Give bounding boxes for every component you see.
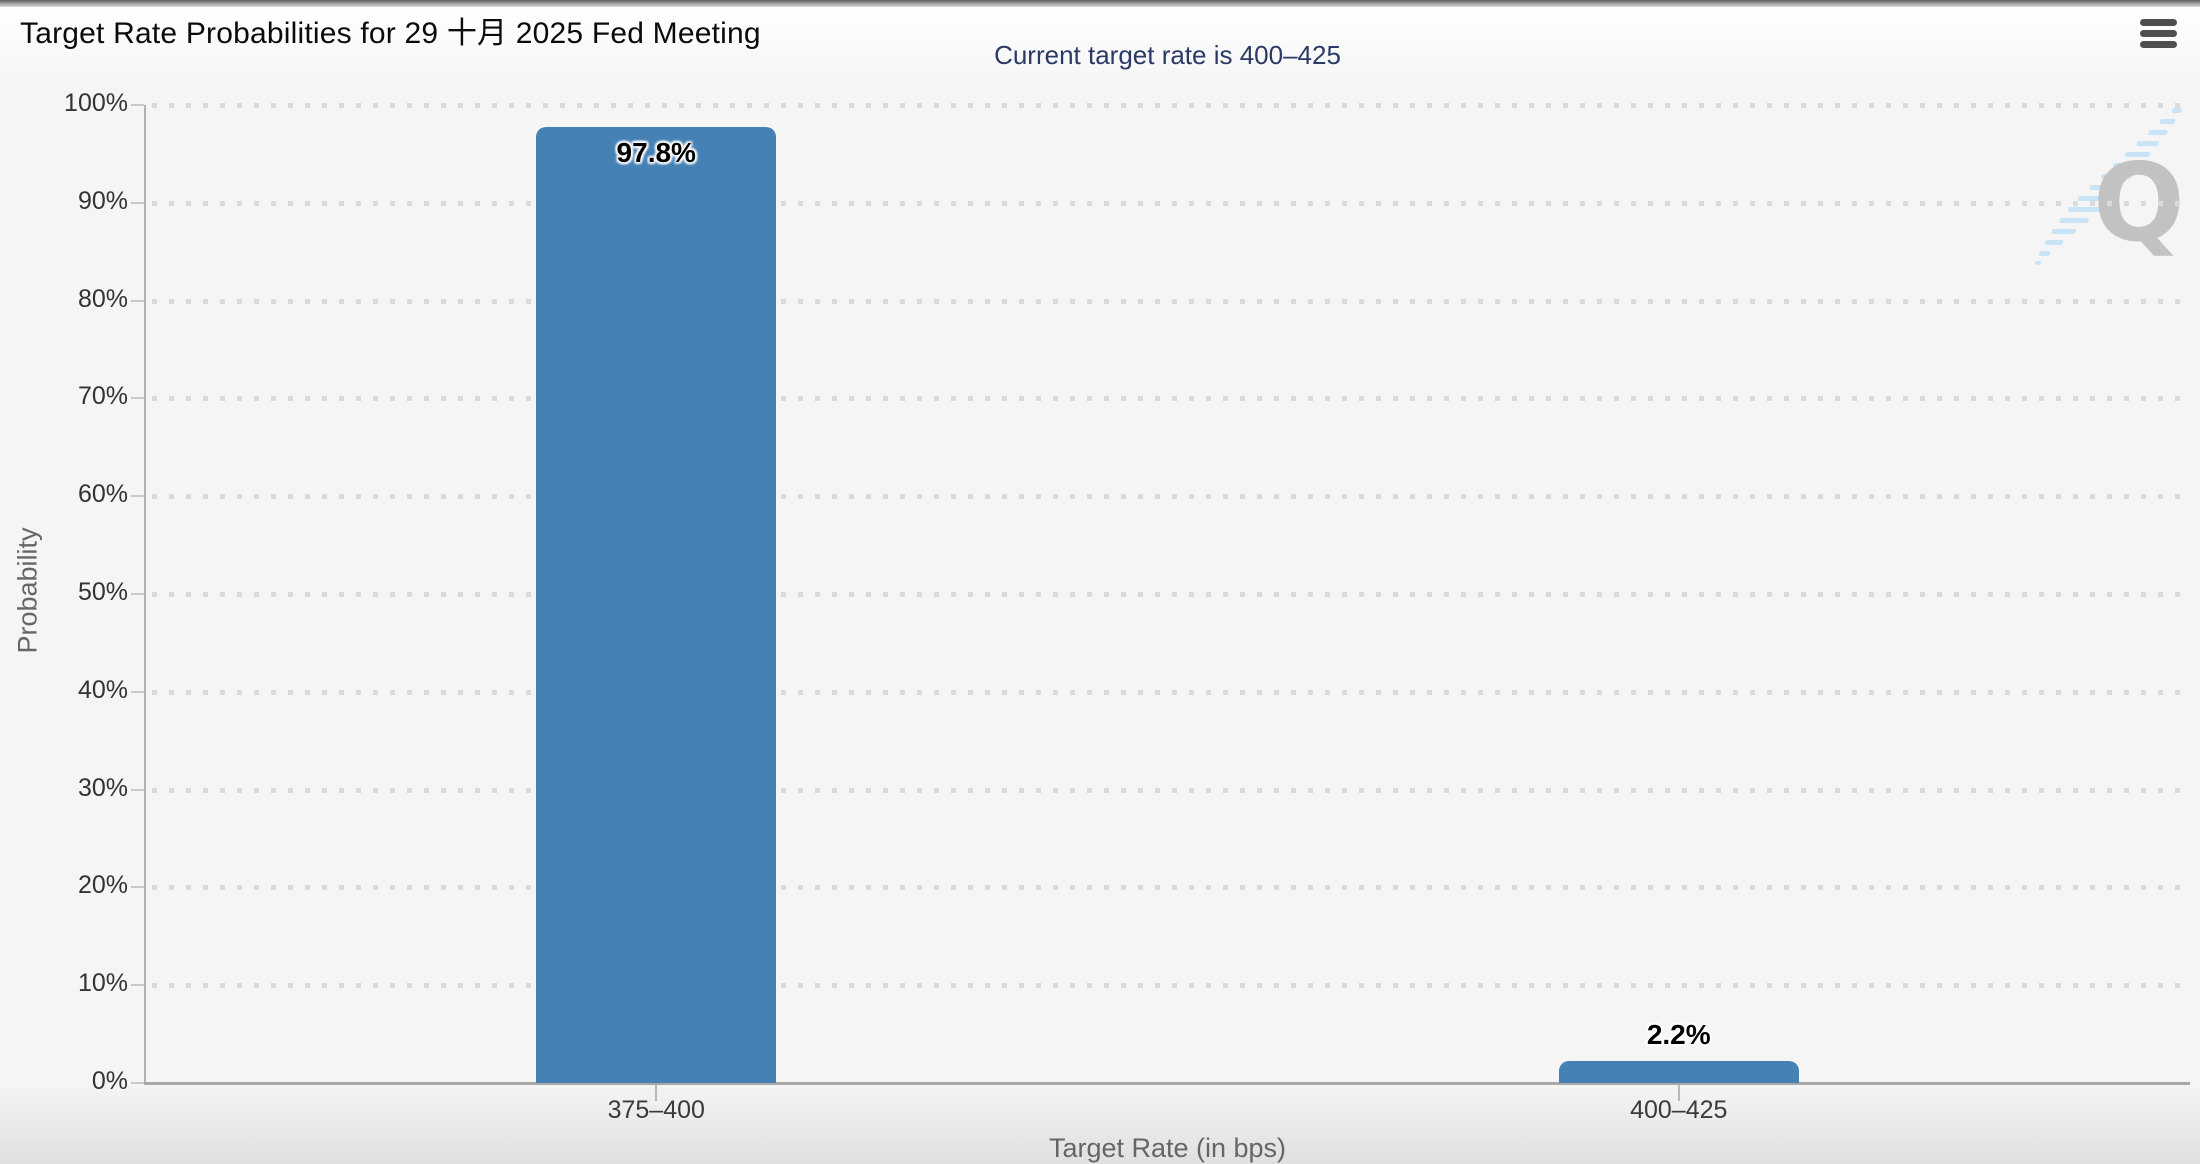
- chart-subtitle: Current target rate is 400–425: [994, 40, 1341, 70]
- chart-context-menu-button[interactable]: [2140, 14, 2188, 52]
- x-axis-line: [144, 1082, 2190, 1085]
- watermark-swoosh: [2035, 108, 2183, 265]
- y-axis-title: Probability: [12, 527, 43, 654]
- bar[interactable]: [1558, 1061, 1799, 1083]
- y-tick-label: 70%: [77, 382, 128, 411]
- y-axis-tick: [131, 104, 144, 106]
- top-edge-strip: [0, 0, 2200, 7]
- y-axis-line: [144, 105, 146, 1084]
- y-tick-label: 60%: [77, 480, 128, 509]
- gridline: [152, 787, 2190, 793]
- bar[interactable]: [536, 126, 777, 1083]
- gridline: [152, 103, 2190, 108]
- y-tick-label: 100%: [64, 89, 128, 117]
- y-tick-label: 40%: [77, 675, 128, 704]
- gridline: [152, 983, 2190, 989]
- y-tick-label: 90%: [77, 186, 128, 215]
- gridline: [152, 689, 2190, 695]
- x-tick-label: 400–425: [1630, 1096, 1728, 1124]
- bottom-background-fade: [0, 1086, 2200, 1164]
- y-tick-label: 80%: [77, 284, 128, 313]
- hamburger-icon: [2140, 40, 2177, 48]
- gridline: [152, 200, 2190, 206]
- y-axis-tick: [131, 788, 144, 791]
- y-axis-tick: [131, 593, 144, 595]
- y-axis-tick: [131, 886, 144, 889]
- gridline: [152, 396, 2190, 402]
- hamburger-icon: [2140, 29, 2177, 37]
- top-background-fade: [0, 7, 2200, 87]
- y-axis-tick: [131, 201, 144, 204]
- x-axis-tick: [655, 1085, 658, 1101]
- y-axis-tick: [131, 495, 144, 498]
- quikstrike-watermark: Q: [2035, 108, 2185, 266]
- gridline: [152, 592, 2190, 597]
- y-tick-label: 0%: [91, 1067, 128, 1095]
- gridline: [152, 298, 2190, 304]
- y-tick-label: 10%: [77, 969, 128, 998]
- x-axis-tick: [1677, 1085, 1680, 1101]
- bar-value-label: 2.2%: [1646, 1019, 1711, 1051]
- y-axis-tick: [131, 1082, 144, 1084]
- y-axis-tick: [131, 299, 144, 302]
- gridline: [152, 885, 2190, 891]
- y-axis-tick: [131, 984, 144, 987]
- x-tick-label: 375–400: [607, 1096, 705, 1124]
- y-axis-tick: [131, 397, 144, 400]
- y-tick-label: 30%: [77, 773, 128, 802]
- hamburger-icon: [2140, 18, 2177, 26]
- chart-title: Target Rate Probabilities for 29 十月 2025…: [20, 17, 761, 50]
- bar-value-label: 97.8%: [616, 136, 696, 168]
- y-tick-label: 20%: [77, 871, 128, 900]
- y-axis-tick: [131, 690, 144, 693]
- x-axis-title: Target Rate (in bps): [1048, 1133, 1287, 1163]
- y-tick-label: 50%: [77, 578, 128, 606]
- gridline: [152, 494, 2190, 500]
